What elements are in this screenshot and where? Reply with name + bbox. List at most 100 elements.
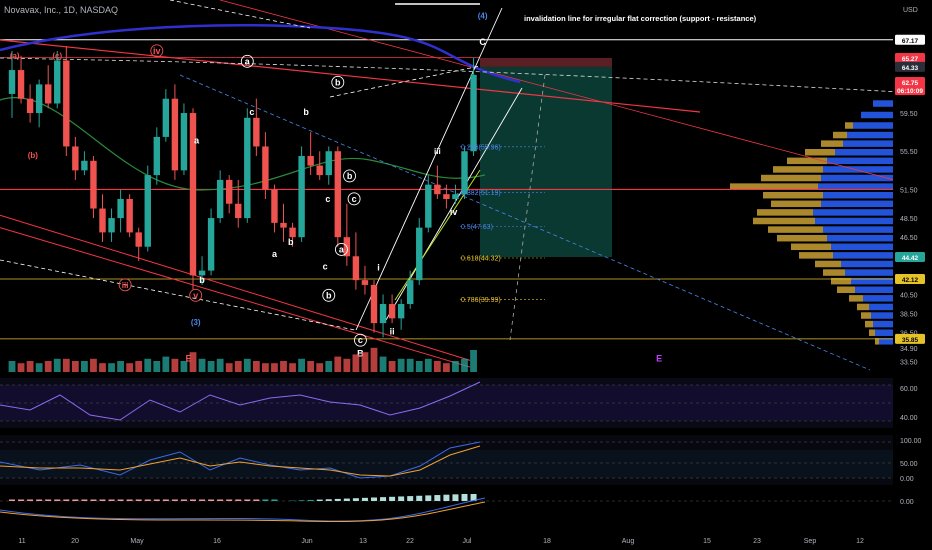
macd-hist [352, 498, 359, 501]
wave-label-circle [353, 333, 367, 347]
volume-profile-bar [873, 100, 893, 107]
volume-bar [243, 358, 251, 372]
price-tag-label: 65.27 [902, 56, 919, 63]
volume-profile-bar [835, 148, 893, 156]
time-tick-label: 20 [71, 538, 79, 545]
macd-hist [452, 494, 459, 501]
volume-bar [415, 361, 423, 372]
volume-bar [379, 356, 387, 372]
macd-line [0, 497, 486, 522]
price-tick-label: 40.50 [900, 292, 918, 299]
macd-hist [398, 496, 405, 501]
oscillator-tick-label: 40.00 [900, 415, 918, 422]
wave-label: iii [434, 147, 441, 156]
macd-hist [334, 498, 341, 501]
wave-label: (3) [191, 318, 201, 327]
candle-body [226, 179, 233, 204]
volume-bar [343, 358, 351, 372]
volume-profile-bar-gold [833, 131, 847, 139]
macd-hist [135, 499, 142, 501]
volume-bar [316, 363, 324, 372]
time-tick-label: 11 [18, 538, 25, 545]
wave-label: (4) [478, 12, 488, 21]
invalidation-line [219, 0, 932, 191]
wave-label: E [185, 353, 191, 363]
volume-bar [461, 358, 468, 372]
fib-label: 0.382(51.19) [461, 190, 501, 197]
candle-body [452, 194, 459, 199]
candle-body [334, 151, 341, 238]
volume-profile-bar [841, 260, 893, 268]
volume-bar [17, 363, 25, 372]
candle-body [126, 198, 133, 233]
volume-bar [252, 361, 260, 372]
candle-body [325, 151, 332, 176]
candle-body [17, 70, 25, 99]
candle-body [99, 208, 106, 233]
candle-body [54, 60, 61, 104]
time-tick-label: 22 [406, 538, 414, 545]
volume-profile-bar [871, 312, 893, 319]
macd-hist [217, 499, 224, 501]
volume-profile-bar-gold [799, 252, 833, 259]
volume-profile-bar [851, 277, 893, 285]
macd-hist [18, 499, 25, 501]
macd-hist [298, 500, 305, 501]
macd-hist [144, 499, 151, 501]
volume-profile-bar-gold [869, 329, 875, 336]
macd-hist [425, 495, 432, 501]
candle-body [45, 84, 52, 104]
price-tag-label: 06:10:09 [897, 88, 923, 95]
wave-label: (a) [10, 52, 20, 61]
macd-hist [72, 499, 79, 501]
volume-profile-bar-gold [787, 157, 827, 165]
fib-label: 0.236(55.96) [461, 144, 501, 151]
candle-body [162, 98, 170, 137]
candle-body [461, 151, 468, 195]
candle-body [216, 179, 224, 219]
volume-bar [108, 363, 115, 372]
candle-body [8, 70, 16, 94]
volume-profile-bar [827, 234, 893, 242]
macd-hist [45, 499, 52, 501]
volume-profile-bar-gold [837, 286, 855, 293]
candle-body [81, 160, 88, 171]
wave-label: c [358, 335, 363, 345]
wave-label: a [272, 249, 278, 259]
macd-hist [461, 494, 468, 501]
price-tag [895, 52, 925, 63]
volume-profile-bar [855, 286, 893, 293]
stoch-band [0, 450, 893, 478]
candle-body [289, 227, 296, 238]
volume-bar [26, 361, 34, 372]
macd-hist [253, 499, 260, 501]
volume-profile-bar [823, 166, 893, 173]
volume-bar [280, 361, 287, 372]
macd-hist [63, 499, 70, 501]
volume-bar [153, 361, 161, 372]
price-tick-label: 33.50 [900, 359, 918, 366]
time-tick-label: 16 [213, 538, 221, 545]
volume-bar [388, 361, 396, 372]
volume-profile-bar-gold [849, 295, 863, 302]
volume-profile-bar [815, 217, 893, 225]
candle-body [63, 60, 70, 147]
volume-bar [117, 361, 124, 372]
macd-hist [316, 499, 323, 501]
stop-zone [480, 57, 612, 67]
volume-profile-bar [863, 295, 893, 302]
volume-bar [144, 358, 152, 372]
candle-body [407, 280, 414, 305]
wave-label-circle [331, 75, 345, 89]
dashed-line-a [169, 0, 311, 29]
macd-hist [343, 498, 350, 501]
macd-signal [0, 501, 486, 523]
macd-hist [27, 499, 34, 501]
candle-body [470, 74, 477, 152]
price-tag [895, 274, 925, 285]
volume-profile-bar-gold [777, 234, 827, 242]
volume-profile-bar-gold [757, 209, 813, 216]
macd-hist [235, 499, 242, 501]
wave-label: (b) [28, 151, 39, 160]
